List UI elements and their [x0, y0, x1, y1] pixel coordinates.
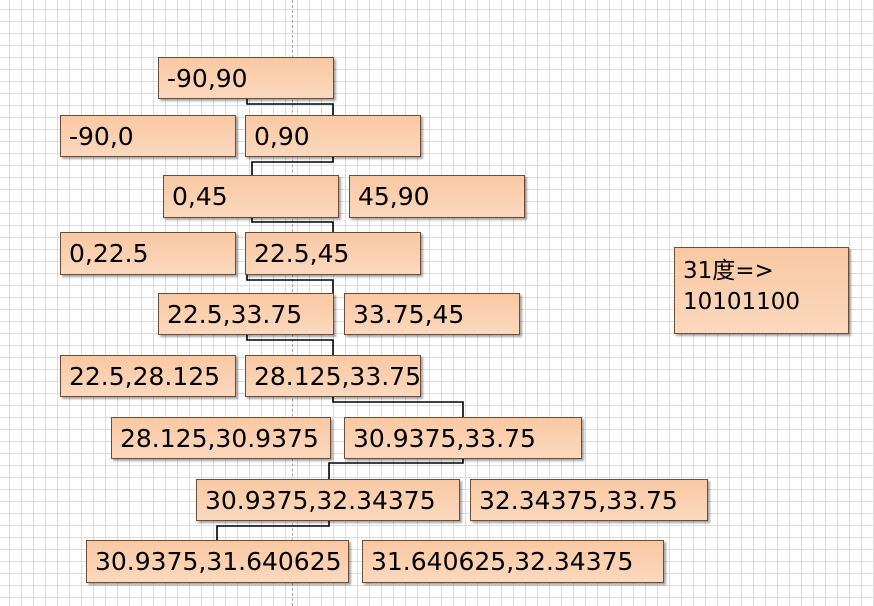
- connector-l5-to-l6: [332, 397, 464, 417]
- node-level5-left[interactable]: 22.5,28.125: [60, 355, 236, 397]
- node-root[interactable]: -90,90: [158, 57, 334, 99]
- node-level3-right[interactable]: 22.5,45: [245, 232, 421, 275]
- connector-l3-to-l4: [246, 275, 334, 293]
- node-level6-right[interactable]: 30.9375,33.75: [344, 417, 582, 459]
- node-level5-right[interactable]: 28.125,33.75: [245, 355, 421, 397]
- connector-l7-to-l8: [216, 521, 330, 540]
- result-note[interactable]: 31度=> 10101100: [674, 247, 849, 334]
- node-level2-left[interactable]: 0,45: [163, 175, 339, 218]
- connector-l2-to-l3: [251, 218, 334, 232]
- node-level7-right[interactable]: 32.34375,33.75: [470, 479, 708, 521]
- connector-root-to-l1: [246, 99, 334, 115]
- node-level8-right[interactable]: 31.640625,32.34375: [362, 540, 664, 583]
- node-level4-left[interactable]: 22.5,33.75: [158, 293, 334, 335]
- node-level4-right[interactable]: 33.75,45: [344, 293, 520, 335]
- node-level6-left[interactable]: 28.125,30.9375: [111, 417, 331, 459]
- node-level2-right[interactable]: 45,90: [349, 175, 525, 218]
- result-note-binary: 10101100: [683, 289, 801, 315]
- node-level8-left[interactable]: 30.9375,31.640625: [86, 540, 349, 583]
- node-level7-left[interactable]: 30.9375,32.34375: [196, 479, 460, 521]
- node-level1-right[interactable]: 0,90: [245, 115, 421, 157]
- connector-l1-to-l2: [251, 157, 334, 175]
- node-level1-left[interactable]: -90,0: [60, 115, 236, 157]
- connector-l6-to-l7: [328, 459, 464, 479]
- node-level3-left[interactable]: 0,22.5: [60, 232, 236, 275]
- connector-l4-to-l5: [246, 335, 334, 355]
- result-note-title: 31度=>: [683, 258, 774, 284]
